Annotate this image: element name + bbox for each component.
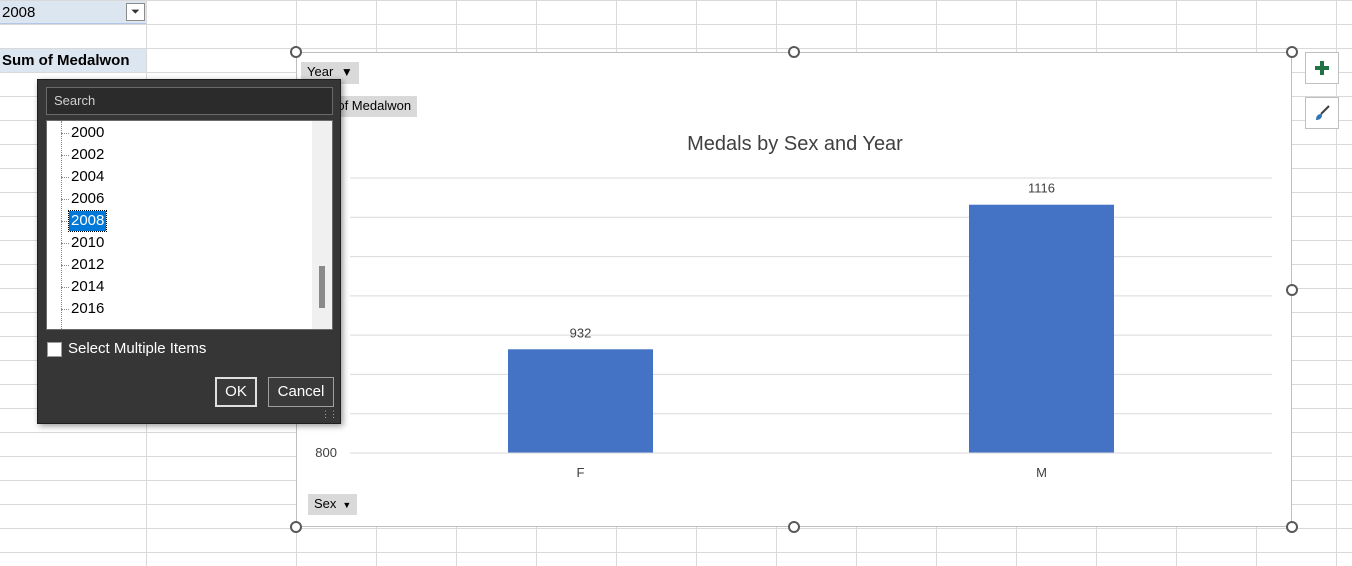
bar-M[interactable] (969, 204, 1114, 453)
x-tick-label: F (577, 465, 585, 480)
filter-list-item[interactable]: 2010 (71, 234, 105, 251)
ok-button[interactable]: OK (215, 377, 257, 407)
tree-branch (61, 221, 69, 222)
resize-handle-top-right[interactable] (1286, 46, 1298, 58)
pivot-sum-header: Sum of Medalwon (0, 49, 146, 72)
chart-styles-button[interactable] (1305, 97, 1339, 129)
chevron-down-icon: ▼ (342, 500, 352, 510)
data-label: 1116 (1028, 181, 1055, 196)
filter-list-item[interactable]: 2004 (71, 168, 105, 185)
resize-handle-right[interactable] (1286, 284, 1298, 296)
select-multiple-label: Select Multiple Items (68, 340, 207, 357)
year-filter-popup[interactable]: Search 2000 2002 2004 2006 2008 2010 2012 2014 2… (37, 79, 341, 424)
tree-branch (61, 133, 69, 134)
data-label: 932 (570, 325, 592, 340)
chart-plot: 800 932 F 1116 M (315, 177, 1272, 480)
select-multiple-checkbox[interactable] (47, 342, 62, 357)
filter-list-item[interactable]: 2006 (71, 190, 105, 207)
pivot-filter-value: 2008 (2, 4, 36, 21)
brush-icon (1316, 105, 1330, 120)
resize-handle-top[interactable] (788, 46, 800, 58)
filter-dropdown-icon[interactable]: ⏷ (126, 3, 145, 21)
filter-list-item[interactable]: 2008 (67, 210, 108, 232)
y-tick-label: 800 (315, 445, 337, 460)
bar-F[interactable] (508, 349, 653, 453)
filter-item-list[interactable]: 2000 2002 2004 2006 2008 2010 2012 2014 2016 (46, 120, 333, 330)
tree-connector (61, 121, 62, 329)
tree-branch (61, 287, 69, 288)
resize-handle-bottom-left[interactable] (290, 521, 302, 533)
x-tick-label: M (1036, 465, 1047, 480)
filter-funnel-icon: ▼ (340, 65, 353, 79)
search-placeholder: Search (54, 93, 96, 108)
chart-title: Medals by Sex and Year (687, 133, 903, 155)
search-input[interactable]: Search (46, 87, 333, 115)
filter-list-item[interactable]: 2012 (71, 256, 105, 273)
resize-handle-bottom[interactable] (788, 521, 800, 533)
filter-list-item[interactable]: 2000 (71, 124, 105, 141)
cancel-button[interactable]: Cancel (268, 377, 334, 407)
year-field-label: Year (307, 64, 334, 79)
tree-branch (61, 199, 69, 200)
tree-branch (61, 155, 69, 156)
filter-list-item[interactable]: 2016 (71, 300, 105, 317)
pivot-filter-cell[interactable]: 2008 (0, 1, 146, 24)
sex-field-label: Sex (314, 496, 337, 511)
resize-handle-top-left[interactable] (290, 46, 302, 58)
pivot-chart[interactable]: Medals by Sex and Year 800 932 F 1116 M Year… (296, 52, 1292, 527)
plus-icon (1315, 61, 1329, 75)
resize-handle-bottom-right[interactable] (1286, 521, 1298, 533)
sex-field-button[interactable]: Sex ▼ (308, 494, 358, 515)
chart-elements-button[interactable] (1305, 52, 1339, 84)
filter-list-item[interactable]: 2002 (71, 146, 105, 163)
year-field-button[interactable]: Year ▼ (301, 62, 359, 84)
list-scrollbar[interactable] (312, 121, 332, 329)
scrollbar-thumb[interactable] (319, 266, 325, 308)
tree-branch (61, 309, 69, 310)
filter-list-item[interactable]: 2014 (71, 278, 105, 295)
tree-branch (61, 177, 69, 178)
tree-branch (61, 243, 69, 244)
resize-grip-icon[interactable]: ⋮⋮ (321, 409, 338, 419)
tree-branch (61, 265, 69, 266)
